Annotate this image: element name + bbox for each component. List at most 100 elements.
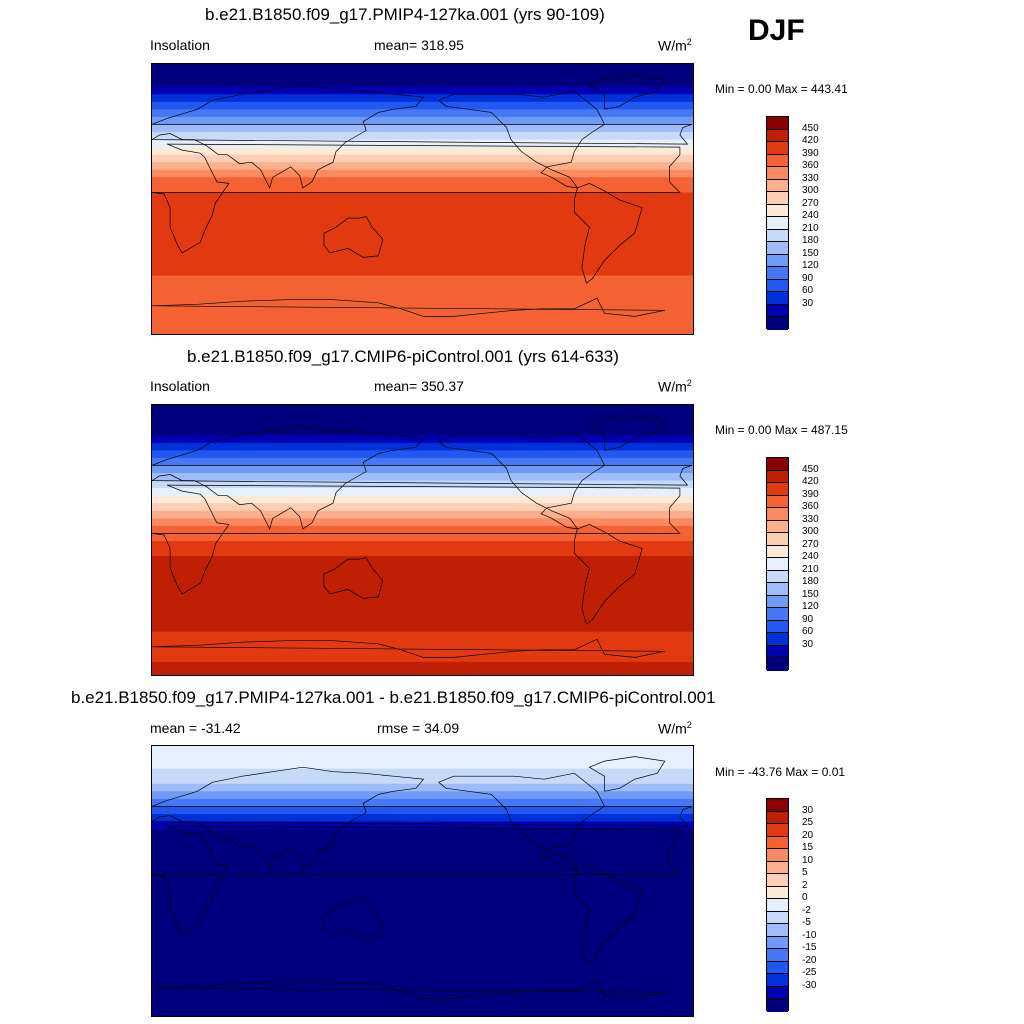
panel-2-coastline-2: [323, 557, 384, 599]
panel-1-coastline-1: [152, 143, 681, 254]
panel-1-colorbar-tick-label: 240: [802, 210, 819, 222]
panel-3-band-0: [152, 746, 693, 770]
panel-3-colorbar-tick-label: -25: [802, 967, 817, 979]
panel-3-map-svg: [152, 746, 693, 1016]
panel-2-band-11: [152, 510, 693, 519]
panel-1-colorbar-segment: [767, 242, 788, 255]
panel-2-colorbar-segment: [767, 658, 788, 671]
panel-1-coastline-2: [323, 216, 384, 258]
panel-3-band-3: [152, 791, 693, 800]
panel-1-colorbar-segment: [767, 317, 788, 330]
panel-3-units: W/m2: [658, 720, 692, 737]
panel-2-colorbar-segment: [767, 520, 788, 534]
panel-3-coastline-1: [152, 825, 681, 936]
panel-1-band-0: [152, 64, 693, 88]
panel-1-colorbar-segment: [767, 142, 788, 155]
panel-1-map-svg: [152, 64, 693, 334]
panel-1-mean-label: mean= 318.95: [374, 37, 464, 53]
panel-2-band-9: [152, 495, 693, 504]
panel-1-colorbar-tick-label: 150: [802, 247, 819, 259]
panel-2-band-16: [152, 631, 693, 663]
panel-1-colorbar-segment: [767, 192, 788, 205]
panel-3-colorbar-tick-label: -30: [802, 979, 817, 991]
panel-3-colorbar-segment: [767, 849, 788, 862]
panel-3-band-6: [152, 814, 693, 823]
panel-1-colorbar-tick-label: 330: [802, 172, 819, 184]
panel-2-colorbar-segment: [767, 458, 788, 471]
panel-1-band-13: [152, 177, 693, 193]
panel-3-colorbar-segment: [767, 949, 788, 962]
panel-2-map: [151, 404, 694, 676]
panel-2-colorbar-segment: [767, 645, 788, 659]
panel-3-mean-label: mean = -31.42: [150, 720, 241, 736]
panel-2-band-8: [152, 488, 693, 497]
panel-3-band-8: [152, 829, 693, 1016]
panel-2-band-0: [152, 405, 693, 436]
panel-3-rmse-label: rmse = 34.09: [377, 720, 460, 736]
panel-2-coastline-1: [152, 484, 681, 595]
panel-1-coastline-5: [588, 74, 666, 110]
panel-1-band-5: [152, 116, 693, 125]
panel-3-colorbar-segment: [767, 811, 788, 825]
panel-1-colorbar-segment: [767, 279, 788, 293]
panel-2-band-4: [152, 457, 693, 466]
panel-2-band-7: [152, 480, 693, 489]
season-label: DJF: [748, 14, 805, 47]
panel-1-colorbar-tick-label: 450: [802, 122, 819, 134]
panel-2-colorbar-segment: [767, 495, 788, 509]
panel-3-colorbar-tick-label: -15: [802, 942, 817, 954]
panel-2-units: W/m2: [658, 378, 692, 395]
panel-3-band-7: [152, 821, 693, 830]
panel-1-colorbar-tick-label: 60: [802, 285, 814, 297]
panel-2-mean-label: mean= 350.37: [374, 378, 464, 394]
panel-1-colorbar-segment: [767, 292, 788, 305]
panel-3-colorbar-tick-label: 2: [802, 879, 808, 891]
panel-2-minmax: Min = 0.00 Max = 487.15: [715, 423, 848, 437]
panel-3-colorbar-tick-label: -20: [802, 954, 817, 966]
panel-1-colorbar-segment: [767, 254, 788, 268]
panel-2-coastline-4: [573, 524, 643, 625]
panel-1-colorbar-tick-label: 360: [802, 160, 819, 172]
panel-1-band-6: [152, 124, 693, 133]
panel-3-colorbar-tick-label: 0: [802, 892, 808, 904]
panel-2-colorbar-tick-label: 30: [802, 638, 814, 650]
panel-3-coastline-0: [152, 766, 693, 871]
panel-2-colorbar-tick-label: 330: [802, 513, 819, 525]
panel-2-colorbar-tick-label: 390: [802, 488, 819, 500]
panel-1-colorbar-tick-label: 300: [802, 185, 819, 197]
panel-1-variable-label: Insolation: [150, 37, 210, 53]
panel-1-coastline-0: [152, 84, 693, 189]
panel-3-colorbar-tick-label: -10: [802, 929, 817, 941]
panel-2-colorbar-segment: [767, 545, 788, 559]
panel-2-title: b.e21.B1850.f09_g17.CMIP6-piControl.001 …: [187, 347, 619, 366]
panel-3-title: b.e21.B1850.f09_g17.PMIP4-127ka.001 - b.…: [71, 688, 716, 707]
panel-2-colorbar-tick-label: 420: [802, 476, 819, 488]
panel-1-band-4: [152, 109, 693, 118]
panel-2-colorbar-tick-label: 240: [802, 551, 819, 563]
panel-3-colorbar-segment: [767, 936, 788, 950]
panel-1-colorbar-tick-label: 270: [802, 197, 819, 209]
panel-3-band-4: [152, 798, 693, 807]
panel-3-colorbar-tick-label: 30: [802, 804, 814, 816]
panel-2-colorbar-tick-label: 90: [802, 613, 814, 625]
panel-1-band-7: [152, 132, 693, 141]
panel-1-colorbar: [766, 116, 789, 330]
panel-3-coastline-3: [438, 772, 605, 871]
panel-1-colorbar-segment: [767, 229, 788, 243]
panel-1-map: [151, 63, 694, 335]
panel-1-colorbar-segment: [767, 267, 788, 280]
panel-3-colorbar-segment: [767, 886, 788, 900]
panel-2-band-17: [152, 661, 693, 675]
panel-2-band-14: [152, 541, 693, 557]
panel-1-band-1: [152, 86, 693, 95]
panel-2-colorbar-tick-label: 60: [802, 626, 814, 638]
panel-2-colorbar-segment: [767, 533, 788, 546]
panel-3-colorbar-segment: [767, 799, 788, 812]
panel-1-band-8: [152, 139, 693, 148]
panel-3-colorbar-tick-label: 25: [802, 817, 814, 829]
panel-1-colorbar-segment: [767, 167, 788, 180]
panel-2-colorbar-tick-label: 120: [802, 601, 819, 613]
panel-2-band-5: [152, 465, 693, 474]
panel-2-colorbar-segment: [767, 608, 788, 621]
panel-3-band-5: [152, 806, 693, 815]
